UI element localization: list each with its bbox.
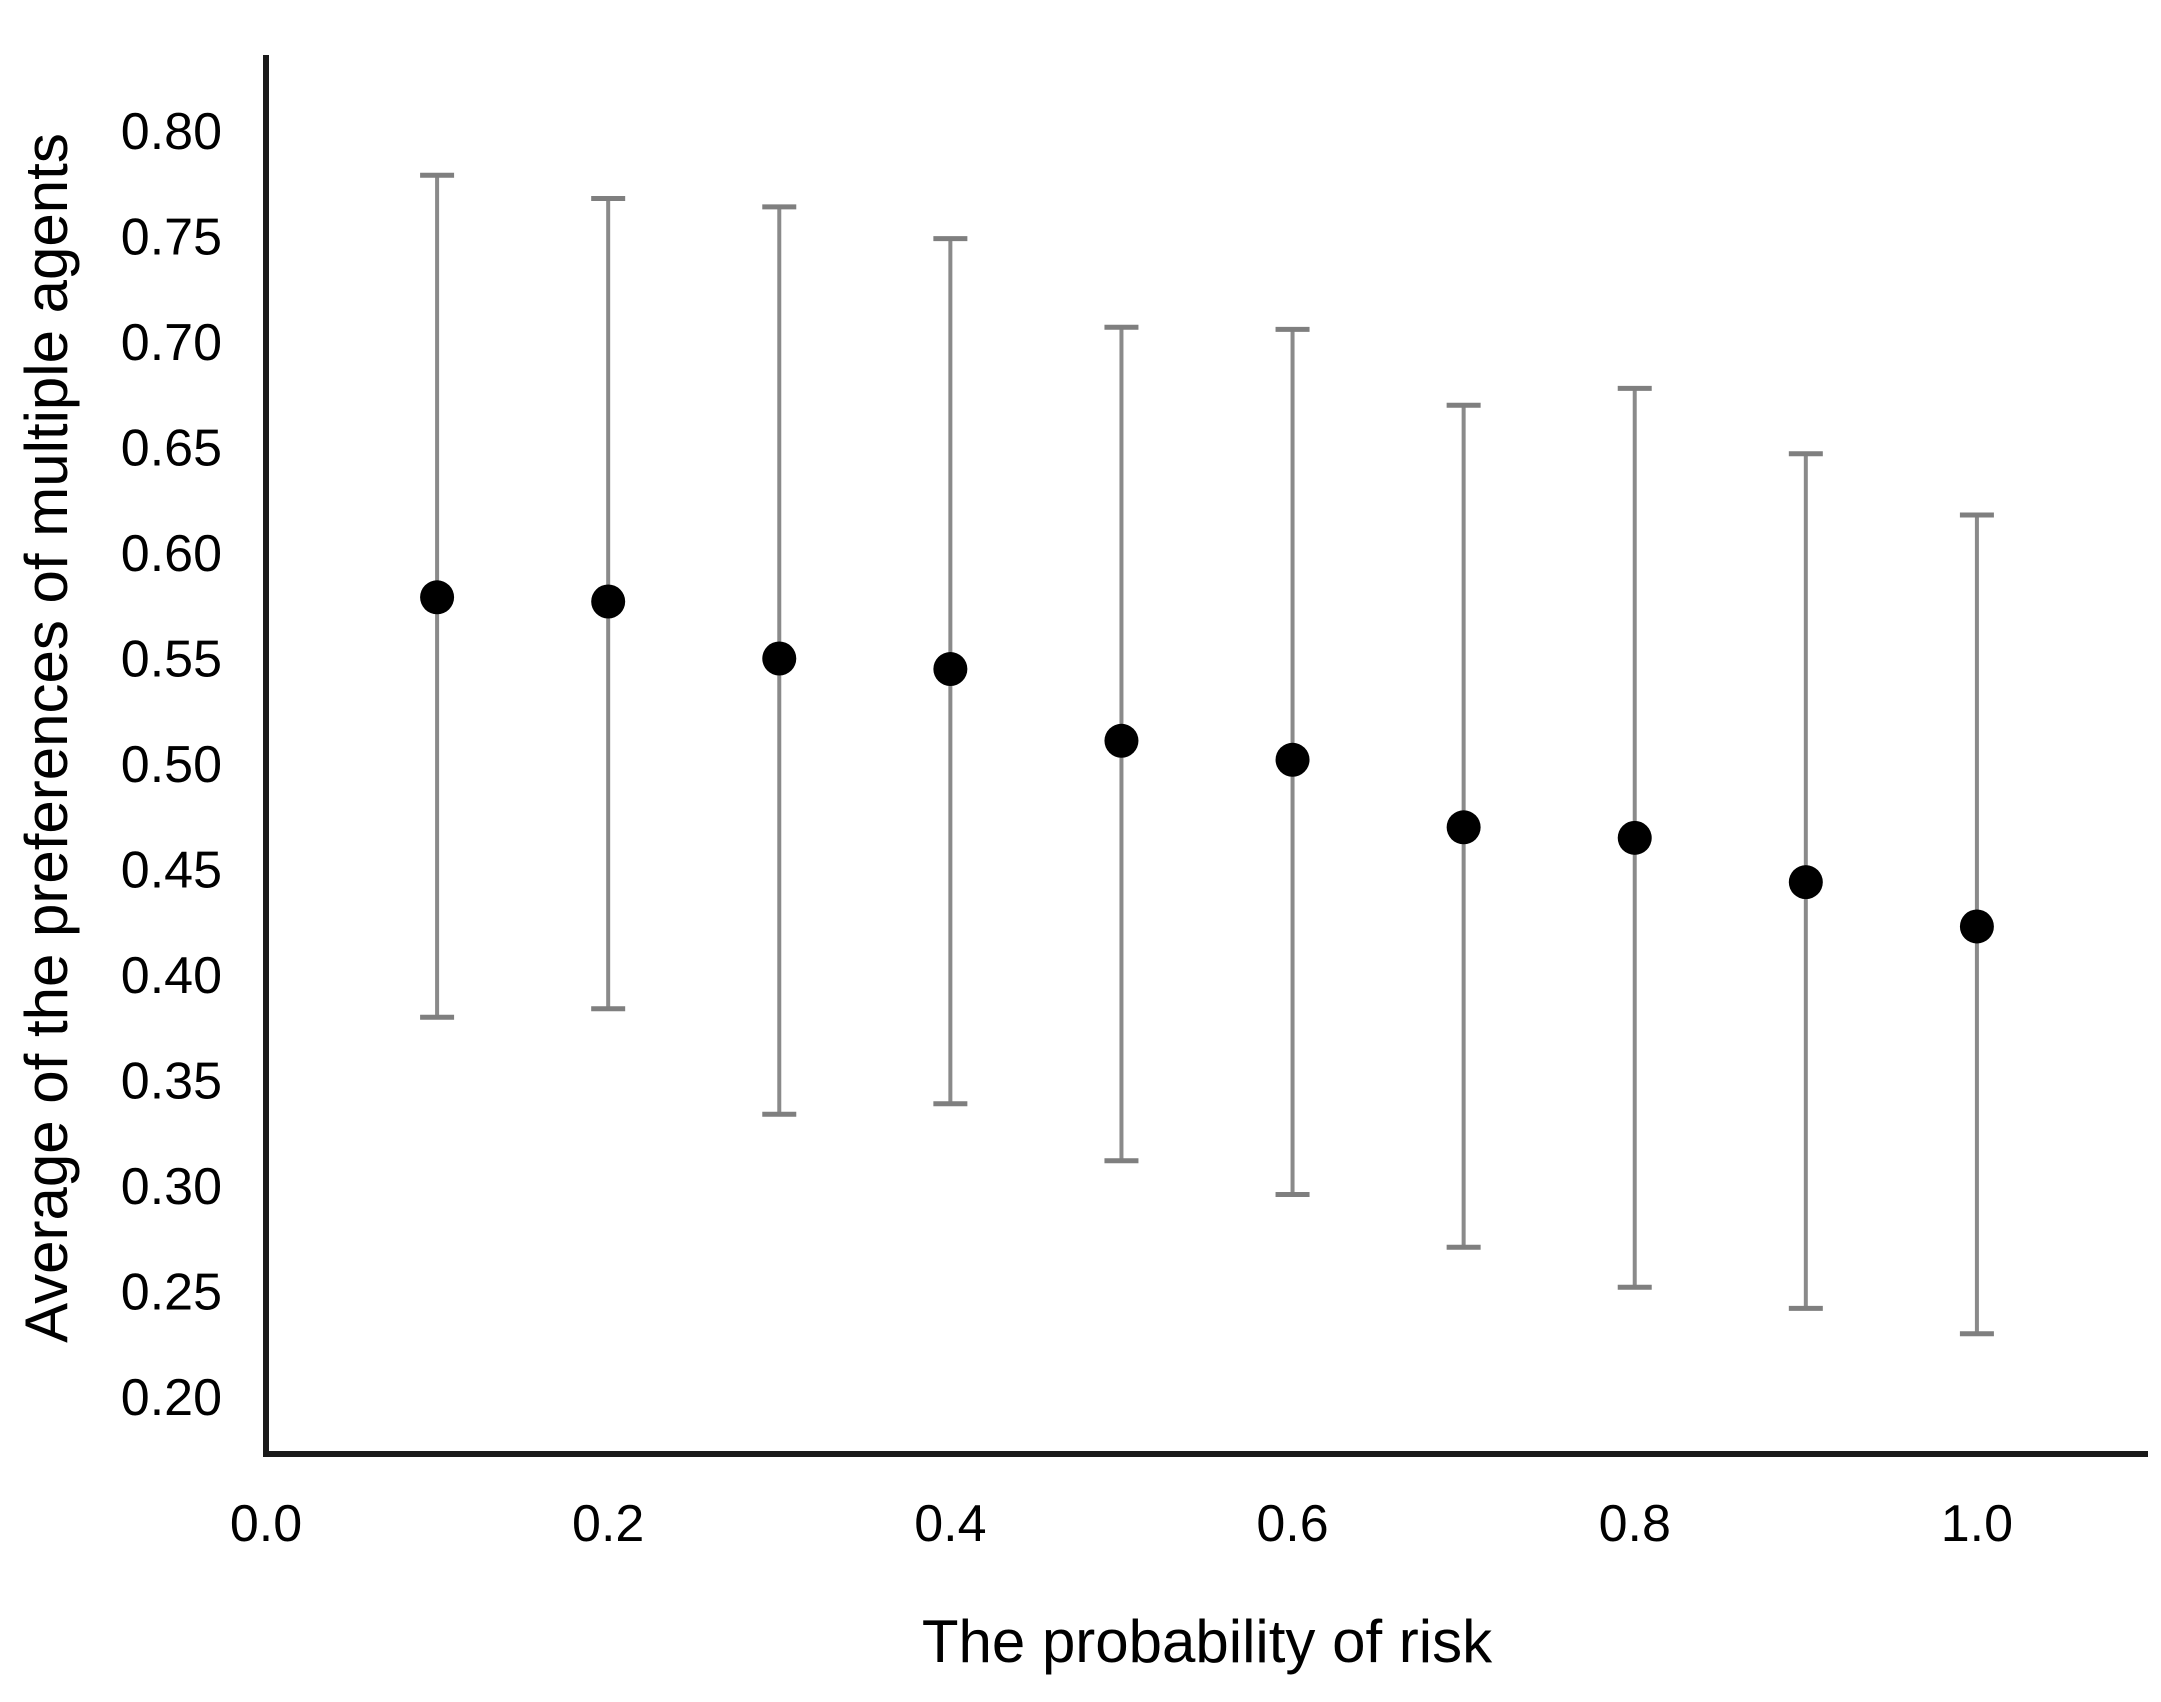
x-axis-title: The probability of risk <box>921 1608 1493 1675</box>
x-tick-label: 0.0 <box>230 1495 302 1553</box>
data-point <box>933 652 968 687</box>
y-tick-label: 0.25 <box>121 1264 222 1322</box>
y-tick-label: 0.50 <box>121 736 222 794</box>
data-point <box>1617 820 1652 855</box>
y-tick-label: 0.60 <box>121 525 222 583</box>
y-axis-title: Average of the preferences of multiple a… <box>13 133 80 1343</box>
data-point <box>1104 723 1139 758</box>
y-tick-label: 0.45 <box>121 842 222 900</box>
y-tick-label: 0.70 <box>121 314 222 372</box>
y-tick-label: 0.75 <box>121 209 222 267</box>
data-point <box>591 584 626 619</box>
y-tick-label: 0.20 <box>121 1369 222 1427</box>
y-tick-label: 0.35 <box>121 1053 222 1111</box>
data-point <box>1788 865 1823 900</box>
data-point <box>1275 742 1310 777</box>
data-point <box>1446 810 1481 845</box>
y-tick-label: 0.55 <box>121 631 222 689</box>
x-tick-label: 0.4 <box>914 1495 986 1553</box>
y-tick-label: 0.65 <box>121 420 222 478</box>
data-point <box>1959 909 1994 944</box>
x-tick-label: 0.8 <box>1599 1495 1671 1553</box>
y-tick-label: 0.30 <box>121 1158 222 1216</box>
data-point <box>762 641 797 676</box>
y-tick-label: 0.40 <box>121 947 222 1005</box>
y-tick-label: 0.80 <box>121 103 222 161</box>
x-tick-label: 0.2 <box>572 1495 644 1553</box>
x-tick-label: 0.6 <box>1256 1495 1328 1553</box>
data-point <box>420 580 455 615</box>
x-tick-label: 1.0 <box>1941 1495 2013 1553</box>
